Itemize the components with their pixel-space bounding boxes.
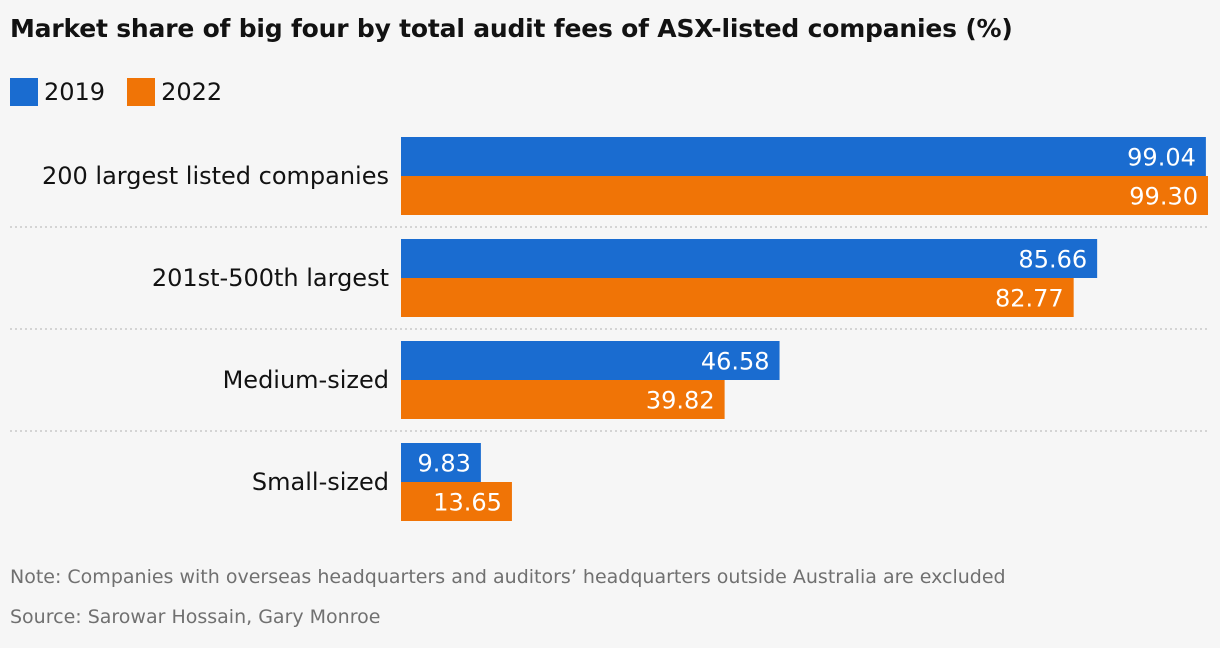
- chart-source: Source: Sarowar Hossain, Gary Monroe: [10, 606, 381, 628]
- chart-note: Note: Companies with overseas headquarte…: [10, 566, 1006, 588]
- data-label: 46.58: [701, 348, 770, 376]
- category-label: Medium-sized: [223, 366, 389, 394]
- legend-label-2019: 2019: [44, 78, 106, 106]
- data-label: 13.65: [433, 489, 502, 517]
- category-label: 201st-500th largest: [152, 264, 389, 292]
- category-label: Small-sized: [252, 468, 389, 496]
- legend-item-2019: 2019: [10, 78, 105, 106]
- bar-2022: [401, 380, 725, 419]
- data-label: 82.77: [995, 285, 1064, 313]
- legend-item-2022: 2022: [127, 78, 222, 106]
- bar-2022: [401, 176, 1208, 215]
- legend-swatch-2019: [10, 78, 38, 106]
- data-label: 99.04: [1127, 144, 1196, 172]
- data-label: 85.66: [1018, 246, 1087, 274]
- data-label: 99.30: [1129, 183, 1198, 211]
- data-label: 39.82: [646, 387, 715, 415]
- data-label: 9.83: [417, 450, 470, 478]
- bar-2022: [401, 278, 1074, 317]
- chart-title: Market share of big four by total audit …: [10, 14, 1013, 43]
- bar-2019: [401, 341, 780, 380]
- category-label: 200 largest listed companies: [42, 162, 389, 190]
- bar-2019: [401, 443, 481, 482]
- legend-label-2022: 2022: [161, 78, 223, 106]
- bar-2022: [401, 482, 512, 521]
- bar-2019: [401, 239, 1098, 278]
- chart-legend: 2019 2022: [10, 78, 244, 106]
- bar-2019: [401, 137, 1206, 176]
- legend-swatch-2022: [127, 78, 156, 106]
